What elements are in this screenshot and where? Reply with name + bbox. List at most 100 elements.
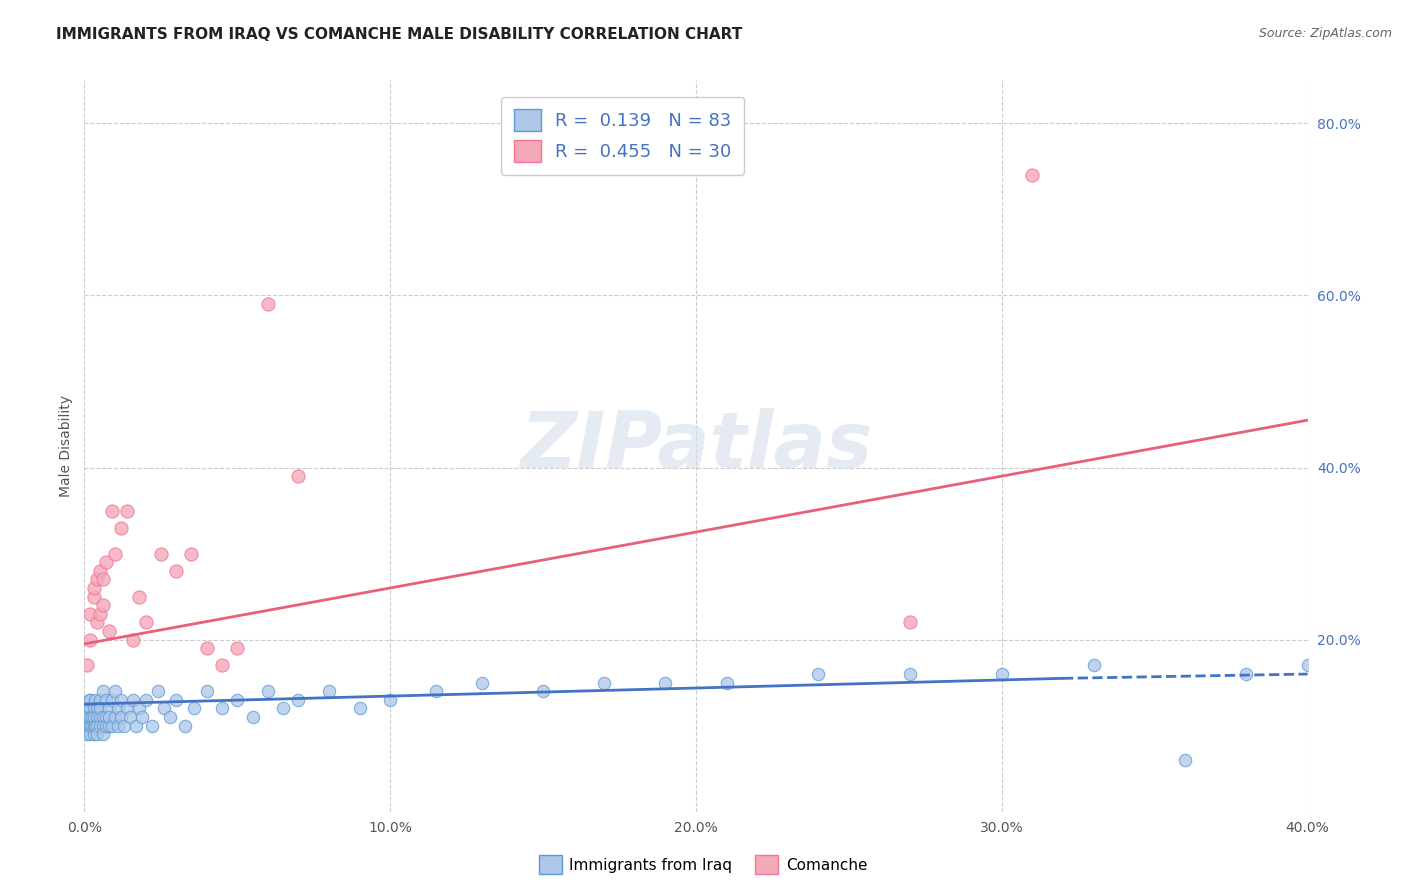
Point [107,701,129,715]
Legend: R =  0.139   N = 83, R =  0.455   N = 30: R = 0.139 N = 83, R = 0.455 N = 30 [501,96,744,175]
Point [195,684,218,698]
Point [83,581,105,595]
Point [80,719,103,733]
Text: IMMIGRANTS FROM IRAQ VS COMANCHE MALE DISABILITY CORRELATION CHART: IMMIGRANTS FROM IRAQ VS COMANCHE MALE DI… [56,27,742,42]
Point [86,573,108,587]
Point [79,710,101,724]
Point [141,719,163,733]
Point [153,701,176,715]
Point [89,701,111,715]
Point [76,727,98,741]
Point [76,658,98,673]
Point [183,701,205,715]
Point [110,521,132,535]
Point [91,719,114,733]
Point [128,701,150,715]
Point [380,693,402,707]
Point [77,693,100,707]
Point [94,555,117,569]
Point [1236,667,1258,681]
Point [226,693,249,707]
Point [79,701,101,715]
Point [287,469,309,483]
Point [211,658,233,673]
Point [91,598,114,612]
Point [84,719,107,733]
Point [79,693,101,707]
Point [257,297,280,311]
Point [91,684,114,698]
Point [271,701,294,715]
Point [128,590,150,604]
Point [125,719,148,733]
Point [120,710,142,724]
Point [89,564,111,578]
Point [1296,658,1319,673]
Point [1021,168,1043,182]
Point [89,693,111,707]
Point [104,684,127,698]
Point [75,719,97,733]
Point [89,710,111,724]
Point [83,727,105,741]
Point [83,590,105,604]
Point [135,615,157,630]
Point [91,710,114,724]
Point [86,710,108,724]
Point [94,719,117,733]
Point [287,693,309,707]
Point [77,719,100,733]
Point [79,632,101,647]
Point [159,710,181,724]
Point [807,667,830,681]
Point [83,701,105,715]
Point [84,693,107,707]
Point [195,641,218,656]
Point [242,710,264,724]
Point [122,632,145,647]
Point [991,667,1014,681]
Point [89,607,111,621]
Point [716,675,738,690]
Point [91,727,114,741]
Point [83,719,105,733]
Point [180,547,202,561]
Point [83,710,105,724]
Text: Source: ZipAtlas.com: Source: ZipAtlas.com [1258,27,1392,40]
Text: ZIPatlas: ZIPatlas [520,408,872,484]
Point [97,701,120,715]
Point [1083,658,1105,673]
Point [135,693,157,707]
Point [318,684,340,698]
Y-axis label: Male Disability: Male Disability [59,395,73,497]
Point [94,693,117,707]
Point [211,701,233,715]
Point [146,684,169,698]
Point [898,615,921,630]
Point [471,675,494,690]
Point [165,693,187,707]
Point [131,710,153,724]
Point [425,684,447,698]
Point [174,719,197,733]
Point [115,503,138,517]
Point [91,573,114,587]
Point [1174,753,1197,767]
Point [101,719,124,733]
Point [165,564,187,578]
Point [79,727,101,741]
Point [226,641,249,656]
Point [86,727,108,741]
Point [107,719,129,733]
Point [76,701,98,715]
Point [149,547,172,561]
Point [104,547,127,561]
Point [122,693,145,707]
Point [86,719,108,733]
Point [112,719,135,733]
Point [86,615,108,630]
Point [97,624,120,638]
Point [97,710,120,724]
Legend: Immigrants from Iraq, Comanche: Immigrants from Iraq, Comanche [533,849,873,880]
Point [104,710,127,724]
